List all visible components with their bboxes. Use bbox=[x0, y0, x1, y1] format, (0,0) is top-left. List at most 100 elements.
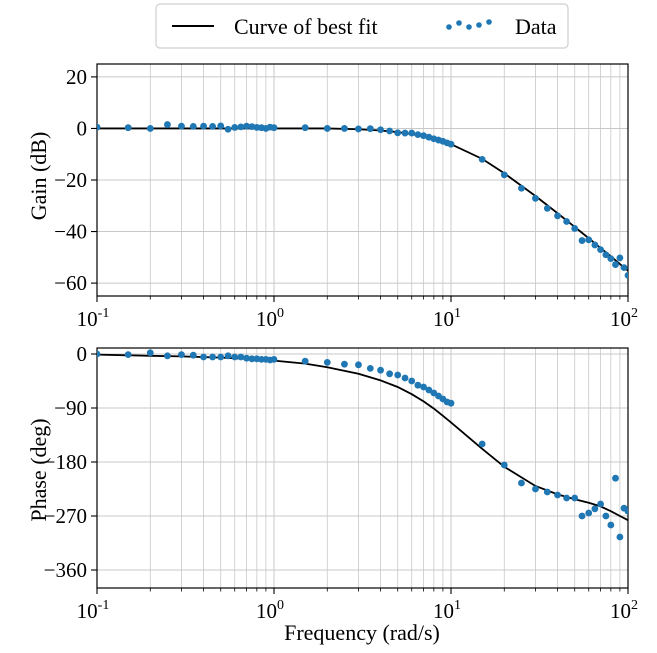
phase-data-point bbox=[518, 479, 525, 487]
phase-plot-frame bbox=[96, 347, 629, 589]
gain-data-point bbox=[366, 125, 374, 133]
gain-data-point bbox=[620, 264, 628, 272]
phase-data-point bbox=[366, 365, 374, 372]
gain-data-point bbox=[585, 236, 593, 244]
phase-data-point bbox=[425, 386, 433, 394]
phase-data-point bbox=[97, 350, 101, 358]
phase-data-point bbox=[248, 355, 256, 363]
phase-data-point bbox=[420, 383, 427, 391]
gain-data-point bbox=[97, 123, 101, 131]
phase-data-point bbox=[478, 440, 486, 448]
gain-data-point bbox=[612, 261, 619, 268]
phase-data-point bbox=[532, 485, 539, 493]
x-axis-label: Frequency (rad/s) bbox=[284, 620, 440, 645]
gain-data-point bbox=[624, 271, 628, 279]
phase-y-tick-label: 0 bbox=[77, 342, 88, 366]
phase-data-point bbox=[237, 353, 245, 361]
gain-data-point bbox=[597, 246, 604, 254]
phase-y-tick-label: −90 bbox=[54, 396, 87, 420]
gain-x-tick-label: 101 bbox=[433, 306, 461, 331]
gain-data-point bbox=[243, 122, 250, 130]
gain-x-tick-label: 102 bbox=[610, 306, 638, 331]
legend-data-dot bbox=[456, 20, 462, 26]
phase-data-point bbox=[270, 356, 278, 363]
gain-data-point bbox=[323, 125, 331, 132]
phase-y-tick-label: −270 bbox=[44, 504, 87, 528]
gain-data-point bbox=[408, 129, 416, 137]
gain-data-point bbox=[571, 225, 579, 232]
gain-x-tick-label: 10-1 bbox=[77, 306, 110, 331]
gain-data-point bbox=[301, 124, 309, 132]
phase-data-point bbox=[231, 353, 239, 361]
legend-data-dot bbox=[476, 22, 482, 28]
phase-data-point bbox=[394, 371, 402, 379]
phase-x-tick-label: 10-1 bbox=[77, 598, 110, 623]
phase-data-point bbox=[543, 488, 551, 496]
phase-data-point bbox=[612, 474, 619, 482]
phase-data-point bbox=[585, 509, 593, 517]
phase-data-point bbox=[355, 361, 362, 369]
phase-data-point bbox=[578, 512, 586, 520]
legend: Curve of best fit Data bbox=[155, 3, 569, 49]
gain-data-point bbox=[200, 122, 207, 130]
phase-data-point bbox=[597, 500, 604, 508]
phase-data-point bbox=[408, 377, 416, 385]
gain-data-point bbox=[532, 194, 539, 202]
gain-data-point bbox=[377, 126, 384, 134]
gain-data-point bbox=[563, 218, 571, 225]
phase-y-tick-label: −360 bbox=[44, 558, 87, 582]
phase-data-point bbox=[602, 512, 610, 520]
phase-data-point bbox=[607, 521, 615, 529]
gain-y-tick-label: −20 bbox=[54, 168, 87, 192]
phase-y-axis-label: Phase (deg) bbox=[26, 418, 51, 521]
phase-data-point bbox=[624, 507, 628, 515]
phase-data-point bbox=[500, 461, 508, 469]
legend-data-dot bbox=[486, 19, 492, 25]
gain-data-point bbox=[616, 254, 624, 262]
phase-data-point bbox=[124, 351, 132, 358]
phase-best-fit-curve bbox=[97, 353, 628, 521]
phase-data-point bbox=[189, 351, 197, 359]
gain-data-point bbox=[189, 122, 197, 130]
legend-data-label: Data bbox=[515, 14, 557, 39]
gain-data-point bbox=[554, 212, 561, 220]
gain-data-point bbox=[386, 127, 394, 135]
gain-data-point bbox=[401, 129, 409, 137]
gain-data-point bbox=[341, 125, 348, 132]
phase-data-point bbox=[146, 349, 154, 357]
gain-data-point bbox=[591, 241, 599, 249]
gain-data-point bbox=[164, 121, 171, 128]
gain-data-point bbox=[447, 140, 455, 148]
gain-y-tick-label: −60 bbox=[54, 271, 87, 295]
gain-y-axis-label: Gain (dB) bbox=[26, 132, 51, 221]
gain-data-point bbox=[209, 122, 217, 130]
gain-y-tick-label: 20 bbox=[66, 65, 87, 89]
phase-y-tick-label: −180 bbox=[44, 450, 87, 474]
phase-data-point bbox=[414, 381, 422, 389]
gain-data-point bbox=[178, 122, 185, 130]
phase-data-point bbox=[243, 354, 250, 362]
phase-x-tick-label: 102 bbox=[610, 598, 638, 623]
gain-data-point bbox=[224, 125, 232, 133]
gain-data-point bbox=[420, 132, 427, 140]
gain-data-point bbox=[231, 124, 239, 131]
gain-data-point bbox=[355, 125, 362, 133]
phase-data-point bbox=[217, 353, 225, 361]
phase-x-tick-label: 100 bbox=[256, 598, 284, 623]
legend-data-dot bbox=[446, 24, 452, 30]
phase-data-point bbox=[554, 491, 561, 499]
phase-data-point bbox=[209, 353, 217, 361]
gain-data-point bbox=[394, 129, 402, 137]
gain-x-tick-label: 100 bbox=[256, 306, 284, 331]
phase-data-point bbox=[401, 374, 409, 382]
gain-data-point bbox=[217, 122, 225, 130]
gain-data-point bbox=[578, 237, 586, 244]
gain-panel: 10-1 100 101 102 20 0 −20 −40 −60 bbox=[54, 63, 638, 331]
legend-frame bbox=[155, 3, 569, 49]
phase-data-point bbox=[591, 505, 599, 513]
phase-data-point bbox=[447, 399, 455, 407]
phase-data-point bbox=[563, 494, 571, 502]
